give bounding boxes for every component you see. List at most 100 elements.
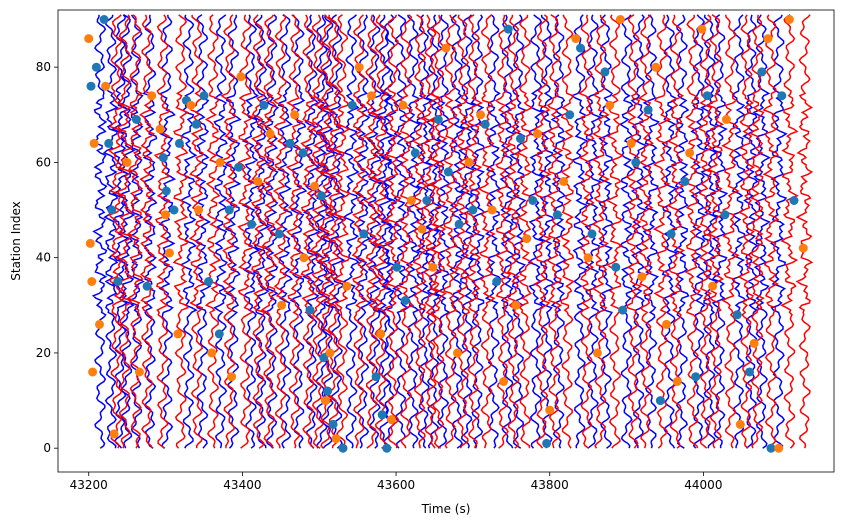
pick-marker-orange xyxy=(367,91,376,101)
waveform-trace-blue xyxy=(179,14,198,449)
pick-marker-orange xyxy=(511,300,521,310)
pick-marker-blue xyxy=(234,162,244,172)
waveform-trace-blue xyxy=(302,14,321,449)
waveform-trace-red xyxy=(762,14,780,449)
pick-marker-orange xyxy=(798,243,808,253)
pick-marker-blue xyxy=(274,229,284,239)
waveform-trace-red xyxy=(516,14,534,449)
x-axis-label: Time (s) xyxy=(421,502,471,516)
waveform-trace-blue xyxy=(700,14,719,449)
pick-marker-orange xyxy=(571,34,581,44)
waveform-trace-red xyxy=(126,14,144,449)
waveform-trace-red xyxy=(116,14,134,449)
plot-frame xyxy=(57,9,835,473)
pick-marker-orange xyxy=(464,157,474,167)
waveform-trace-red xyxy=(591,14,610,449)
pick-marker-blue xyxy=(204,277,214,286)
pick-marker-blue xyxy=(347,100,357,110)
pick-marker-blue xyxy=(454,219,464,229)
pick-marker-orange xyxy=(310,181,320,191)
pick-marker-orange xyxy=(637,272,647,282)
pick-marker-orange xyxy=(651,62,661,72)
waveform-trace-red xyxy=(795,14,814,449)
pick-marker-orange xyxy=(95,319,104,329)
pick-marker-blue xyxy=(666,229,676,239)
waveform-trace-blue xyxy=(752,14,771,449)
waveform-trace-red xyxy=(637,14,654,449)
waveform-trace-red xyxy=(464,14,484,449)
x-tick-label: 43200 xyxy=(70,478,108,492)
pick-marker-orange xyxy=(428,262,438,272)
waveform-trace-red xyxy=(334,14,351,449)
pick-marker-blue xyxy=(86,81,96,91)
pick-marker-blue xyxy=(552,210,562,220)
pick-marker-blue xyxy=(410,148,420,158)
waveform-trace-red xyxy=(442,14,459,449)
pick-marker-orange xyxy=(325,348,335,358)
pick-marker-blue xyxy=(285,138,295,148)
pick-marker-blue xyxy=(214,329,224,339)
waveform-trace-blue xyxy=(617,14,635,449)
x-axis-ticks: 43200 43400 43600 43800 44000 xyxy=(70,472,722,492)
waveform-trace-blue xyxy=(642,14,660,449)
waveform-trace-red xyxy=(204,14,222,449)
waveform-trace-red xyxy=(309,14,326,449)
pick-marker-blue xyxy=(766,443,776,453)
x-tick-label: 44000 xyxy=(684,478,722,492)
pick-marker-orange xyxy=(662,319,671,329)
waveform-trace-red xyxy=(477,14,496,449)
pick-marker-orange xyxy=(626,138,636,148)
pick-marker-blue xyxy=(732,310,742,320)
pick-marker-orange xyxy=(559,177,569,186)
pick-marker-blue xyxy=(680,177,690,186)
waveform-trace-red xyxy=(285,14,304,449)
pick-marker-orange xyxy=(173,329,183,339)
pick-marker-blue xyxy=(174,138,184,148)
pick-marker-blue xyxy=(480,119,490,129)
waveform-trace-red xyxy=(250,14,268,449)
pick-marker-orange xyxy=(227,372,237,382)
x-tick-label: 43600 xyxy=(377,478,415,492)
pick-marker-orange xyxy=(290,110,300,120)
pick-marker-orange xyxy=(749,338,759,348)
pick-marker-orange xyxy=(672,377,682,386)
pick-marker-orange xyxy=(592,348,602,358)
waveform-trace-blue xyxy=(742,14,759,449)
pick-marker-orange xyxy=(784,15,794,24)
waveform-trace-red xyxy=(455,14,471,449)
pick-marker-blue xyxy=(720,210,730,220)
y-tick-label: 80 xyxy=(36,60,51,74)
waveform-trace-red xyxy=(260,14,277,449)
waveform-trace-red xyxy=(351,14,368,449)
waveform-trace-red xyxy=(411,14,428,449)
pick-marker-orange xyxy=(194,205,204,215)
pick-marker-orange xyxy=(253,177,263,186)
pick-marker-blue xyxy=(600,67,610,77)
pick-marker-orange xyxy=(697,24,707,34)
waveform-trace-blue xyxy=(342,14,360,449)
pick-marker-orange xyxy=(522,234,532,244)
pick-marker-blue xyxy=(104,138,114,148)
waveform-trace-red xyxy=(237,14,255,449)
pick-marker-blue xyxy=(691,372,701,382)
pick-marker-blue xyxy=(191,119,201,129)
waveform-trace-red xyxy=(300,14,317,449)
pick-marker-blue xyxy=(199,91,209,101)
pick-marker-orange xyxy=(299,253,309,263)
pick-marker-blue xyxy=(745,367,754,377)
pick-marker-orange xyxy=(376,329,386,339)
pick-marker-blue xyxy=(305,305,315,315)
waveform-trace-red xyxy=(398,14,415,449)
pick-marker-orange xyxy=(109,429,119,439)
waveform-trace-red xyxy=(684,14,702,449)
pick-marker-orange xyxy=(605,100,615,110)
y-tick-label: 60 xyxy=(36,155,51,169)
waveform-trace-blue xyxy=(213,14,228,449)
waveform-trace-red xyxy=(749,14,765,449)
pick-marker-blue xyxy=(107,205,117,215)
pick-marker-orange xyxy=(763,34,773,44)
pick-marker-blue xyxy=(328,419,338,429)
waveform-trace-red xyxy=(188,14,206,449)
pick-marker-blue xyxy=(542,438,552,448)
pick-marker-blue xyxy=(789,196,799,205)
